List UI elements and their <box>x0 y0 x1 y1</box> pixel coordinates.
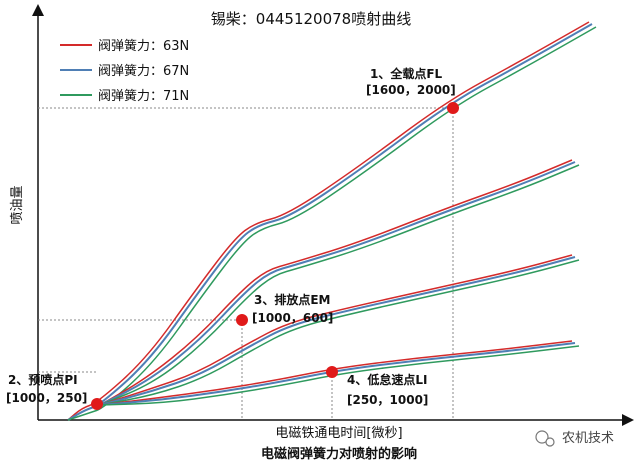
legend-label-71n: 阀弹簧力：71N <box>98 88 189 104</box>
point-marker-em <box>236 314 248 326</box>
curve-71n-family-2 <box>99 164 580 406</box>
chart-caption: 电磁阀弹簧力对喷射的影响 <box>261 446 417 462</box>
wechat-icon-bubble <box>535 430 549 444</box>
annotation-li-value: [250，1000] <box>347 393 428 407</box>
watermark-text: 农机技术 <box>562 431 614 446</box>
chart-title: 锡柴：0445120078喷射曲线 <box>211 10 411 28</box>
legend-label-67n: 阀弹簧力：67N <box>98 63 189 79</box>
annotation-pi-name: 2、预喷点PI <box>8 372 78 387</box>
series-curves <box>67 21 597 421</box>
curve-67n-family-4 <box>99 342 576 406</box>
curve-67n-family-2 <box>99 161 576 406</box>
legend-label-63n: 阀弹簧力：63N <box>98 38 189 54</box>
annotation-pi-value: [1000，250] <box>6 391 87 405</box>
point-marker-pi <box>91 398 103 410</box>
point-markers <box>91 102 459 410</box>
curve-63n-family-4 <box>99 340 573 406</box>
annotations: 1、全载点FL [1600，2000] 3、排放点EM [1000，600] 2… <box>6 66 456 407</box>
curve-63n-family-2 <box>99 159 573 406</box>
annotation-em-name: 3、排放点EM <box>254 292 331 307</box>
curve-67n-family-3 <box>99 256 576 406</box>
annotation-li-name: 4、低怠速点LI <box>347 372 427 387</box>
annotation-fl-name: 1、全载点FL <box>370 66 443 81</box>
curve-71n-family-4 <box>99 345 580 406</box>
curve-71n-family-1 <box>67 26 597 421</box>
x-axis-label: 电磁铁通电时间[微秒] <box>275 426 402 441</box>
watermark: 农机技术 <box>535 430 614 447</box>
curve-63n-family-3 <box>99 254 573 406</box>
point-marker-fl <box>447 102 459 114</box>
legend: 阀弹簧力：63N 阀弹簧力：67N 阀弹簧力：71N <box>60 38 189 104</box>
curve-67n-family-1 <box>67 23 593 421</box>
wechat-icon-bubble-small <box>545 437 555 447</box>
guide-lines <box>38 107 454 420</box>
annotation-em-value: [1000，600] <box>252 311 333 325</box>
curve-71n-family-3 <box>99 259 580 406</box>
y-axis-label: 喷油量 <box>10 185 25 224</box>
point-marker-li <box>326 366 338 378</box>
annotation-fl-value: [1600，2000] <box>366 83 456 97</box>
curve-63n-family-1 <box>67 21 590 421</box>
